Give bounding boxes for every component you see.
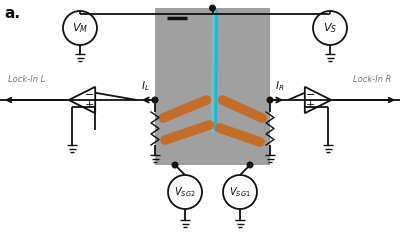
- Text: −: −: [84, 90, 94, 100]
- Text: Lock-In L: Lock-In L: [8, 75, 45, 85]
- Circle shape: [152, 97, 158, 103]
- Text: $I_R$: $I_R$: [275, 79, 285, 93]
- Text: $V_{SG1}$: $V_{SG1}$: [229, 185, 251, 199]
- Text: $V_S$: $V_S$: [323, 21, 337, 35]
- Text: +: +: [84, 100, 94, 110]
- Text: $I_L$: $I_L$: [141, 79, 149, 93]
- Circle shape: [172, 162, 178, 168]
- Text: $V_M$: $V_M$: [72, 21, 88, 35]
- Text: a.: a.: [4, 6, 20, 21]
- Circle shape: [210, 5, 215, 11]
- Text: −: −: [306, 90, 316, 100]
- Text: $V_{SG2}$: $V_{SG2}$: [174, 185, 196, 199]
- Circle shape: [247, 162, 253, 168]
- Text: +: +: [306, 100, 316, 110]
- Bar: [155, 8, 270, 165]
- Text: Lock-In R: Lock-In R: [354, 75, 392, 85]
- Circle shape: [267, 97, 273, 103]
